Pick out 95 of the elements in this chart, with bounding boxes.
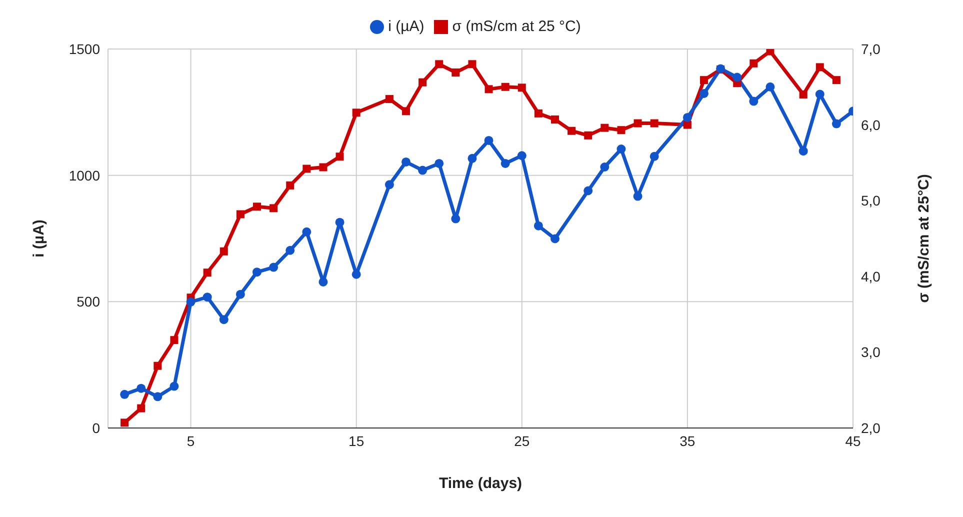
point [650, 152, 659, 161]
point [220, 247, 228, 256]
point [584, 131, 592, 140]
point [186, 297, 196, 306]
point [750, 59, 758, 68]
point [418, 78, 427, 86]
y-tick-label: 500 [76, 294, 100, 310]
x-tick-label: 15 [348, 432, 364, 449]
point [335, 218, 344, 227]
point [468, 154, 477, 163]
x-tick-label: 35 [680, 432, 696, 449]
y-tick-label: 1500 [68, 40, 100, 57]
point [336, 152, 344, 161]
x-tick-label: 25 [514, 432, 530, 449]
y2-tick-label: 5,0 [861, 192, 881, 209]
point [402, 157, 410, 166]
point [700, 76, 708, 84]
point [270, 204, 278, 212]
point [732, 72, 742, 82]
point [269, 262, 278, 272]
point [468, 60, 476, 68]
point [551, 115, 559, 124]
point [568, 126, 576, 135]
point [352, 108, 360, 117]
y2-tick-label: 7,0 [861, 40, 881, 57]
point [683, 120, 692, 129]
point [501, 82, 510, 91]
point [170, 382, 179, 391]
point [517, 151, 526, 160]
point [302, 164, 311, 173]
point [451, 214, 460, 224]
point [286, 181, 294, 190]
point [136, 384, 146, 393]
point [120, 390, 130, 399]
point [832, 76, 840, 84]
point [798, 146, 808, 156]
point [236, 290, 245, 299]
point [435, 60, 444, 68]
point [749, 96, 758, 106]
y2-tick-label: 4,0 [861, 268, 881, 284]
point [202, 292, 212, 302]
legend-label: i (µA) [388, 18, 424, 35]
point [153, 392, 162, 402]
point [816, 63, 824, 72]
point [154, 362, 162, 370]
point [700, 88, 708, 98]
y-axis-title: i (µA) [30, 220, 48, 258]
point [633, 192, 642, 201]
x-tick-label: 45 [845, 432, 861, 449]
point [616, 144, 626, 154]
point [203, 268, 212, 277]
point [617, 126, 626, 134]
y2-tick-label: 2,0 [861, 420, 881, 436]
point [484, 136, 494, 145]
point [534, 221, 543, 230]
point [766, 82, 775, 92]
point [500, 158, 510, 168]
point [319, 163, 328, 172]
x-tick-label: 5 [186, 432, 195, 449]
y2-axis-title: σ (mS/cm at 25°C) [915, 174, 932, 303]
point [534, 109, 542, 118]
y-tick-label: 1000 [68, 167, 100, 184]
point [253, 202, 261, 211]
point [634, 119, 642, 128]
point [766, 49, 774, 56]
point [452, 68, 460, 76]
point [385, 95, 394, 104]
point [302, 227, 312, 236]
point [518, 84, 526, 92]
y2-tick-label: 3,0 [861, 344, 881, 360]
point [384, 180, 394, 190]
y-tick-label: 0 [92, 420, 100, 436]
point [815, 90, 824, 99]
point [434, 158, 444, 168]
point [832, 119, 841, 128]
point [550, 234, 560, 244]
point [484, 85, 493, 94]
point [650, 119, 658, 128]
point [600, 162, 610, 172]
legend-label: σ (mS/cm at 25 °C) [452, 18, 581, 35]
point [418, 166, 428, 175]
point [682, 112, 692, 122]
point [402, 107, 410, 116]
point [120, 418, 129, 427]
point [219, 315, 228, 324]
point [799, 90, 808, 98]
point [252, 268, 262, 277]
point [170, 336, 178, 344]
point [600, 124, 609, 132]
point [137, 404, 146, 412]
point [286, 246, 295, 255]
point [584, 186, 593, 196]
y2-tick-label: 6,0 [861, 116, 881, 133]
point [236, 210, 244, 218]
x-axis-title: Time (days) [438, 475, 522, 492]
